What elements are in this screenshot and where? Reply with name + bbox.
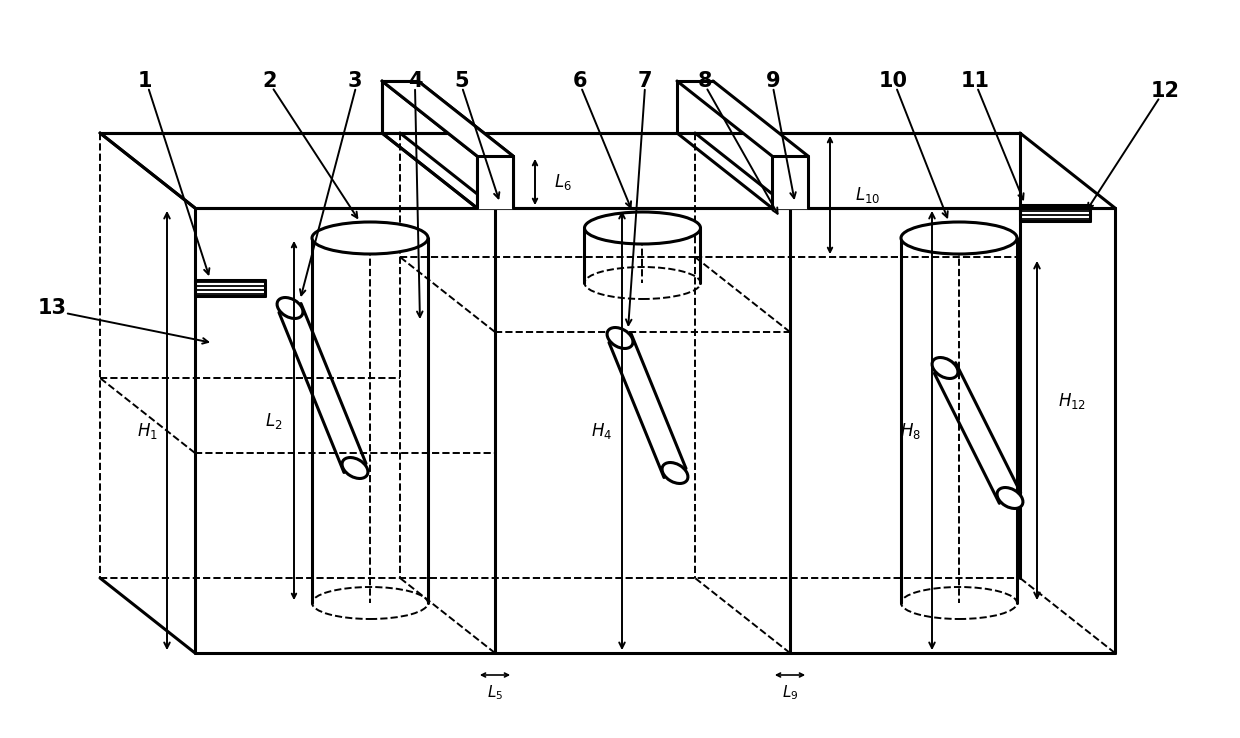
Text: 2: 2 (263, 71, 278, 91)
Text: 9: 9 (765, 71, 780, 91)
Ellipse shape (997, 488, 1023, 508)
Polygon shape (477, 156, 513, 208)
Polygon shape (382, 81, 513, 156)
Text: $H_{12}$: $H_{12}$ (1058, 390, 1086, 410)
Text: 3: 3 (347, 71, 362, 91)
Text: $H_1$: $H_1$ (136, 421, 157, 441)
Text: 6: 6 (573, 71, 588, 91)
Text: $H_4$: $H_4$ (591, 421, 613, 441)
Text: 5: 5 (455, 71, 469, 91)
Polygon shape (677, 81, 808, 156)
Ellipse shape (277, 297, 303, 319)
Text: $L_6$: $L_6$ (554, 172, 572, 192)
Ellipse shape (584, 212, 701, 244)
Text: 12: 12 (1151, 81, 1179, 101)
Polygon shape (773, 156, 808, 208)
Text: $L_9$: $L_9$ (781, 683, 799, 703)
Text: $L_2$: $L_2$ (265, 410, 283, 430)
Text: 1: 1 (138, 71, 153, 91)
Text: $L_{10}$: $L_{10}$ (856, 185, 880, 205)
Ellipse shape (932, 357, 959, 379)
Text: 11: 11 (961, 71, 990, 91)
Text: $H_8$: $H_8$ (899, 421, 920, 441)
Ellipse shape (662, 463, 688, 483)
Text: 7: 7 (637, 71, 652, 91)
Text: 10: 10 (878, 71, 908, 91)
Ellipse shape (312, 222, 428, 254)
Ellipse shape (901, 222, 1017, 254)
Text: 8: 8 (698, 71, 712, 91)
Ellipse shape (342, 458, 368, 478)
Text: 4: 4 (408, 71, 423, 91)
Text: 13: 13 (37, 298, 67, 318)
Text: $L_5$: $L_5$ (487, 683, 503, 703)
Ellipse shape (608, 328, 632, 348)
